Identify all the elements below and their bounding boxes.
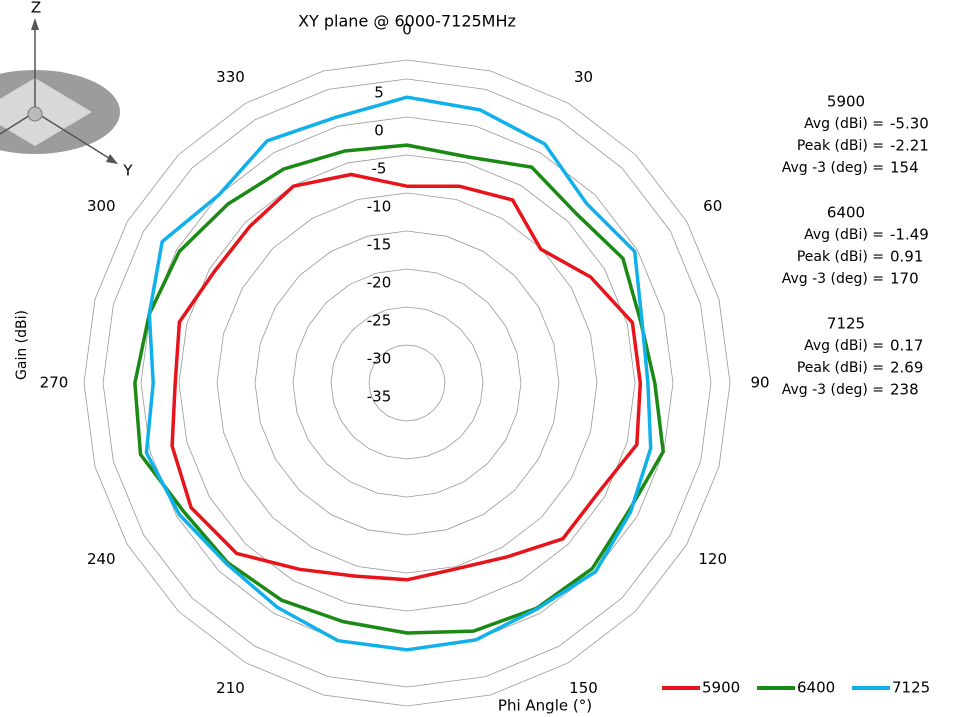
stats-title: 6400 (827, 204, 865, 222)
theta-tick-label: 60 (703, 197, 722, 215)
stats-value: 238 (890, 381, 919, 399)
icon-antenna (27, 106, 43, 122)
grid-ring (292, 268, 522, 498)
grid-ring (330, 306, 484, 460)
chart-title: XY plane @ 6000-7125MHz (298, 12, 516, 31)
r-tick-label: -10 (367, 198, 392, 216)
angular-axis-label: Phi Angle (°) (498, 697, 592, 715)
stats-label: Peak (dBi) = (797, 249, 884, 265)
stats-value: 154 (890, 159, 919, 177)
grid-ring (254, 230, 560, 536)
r-tick-label: -30 (367, 350, 392, 368)
icon-y-axis (34, 111, 113, 161)
series-line (133, 143, 665, 635)
theta-tick-label: 210 (216, 679, 245, 697)
stats-label: Peak (dBi) = (797, 360, 884, 376)
theta-tick-label: 0 (402, 21, 412, 39)
icon-arrow (106, 154, 118, 164)
r-tick-label: -20 (367, 274, 392, 292)
stats-label: Peak (dBi) = (797, 138, 884, 154)
r-tick-label: 0 (374, 122, 384, 140)
r-tick-label: -5 (372, 160, 387, 178)
icon-plane (0, 78, 92, 146)
legend-label: 6400 (797, 679, 835, 697)
axes-icon: Z Y (0, 0, 133, 180)
theta-tick-label: 300 (87, 197, 116, 215)
theta-tick-label: 150 (569, 679, 598, 697)
r-tick-label: -35 (367, 388, 392, 406)
icon-arrow (31, 18, 39, 30)
stats-value: -2.21 (890, 137, 929, 155)
grid-ring (102, 78, 712, 688)
stats-value: 0.17 (890, 337, 923, 355)
stats-label: Avg -3 (deg) = (782, 160, 884, 176)
stats-label: Avg -3 (deg) = (782, 271, 884, 287)
stats-label: Avg (dBi) = (804, 227, 884, 243)
series-line (170, 172, 643, 582)
grid-ring (178, 154, 636, 612)
stats-value: 170 (890, 270, 919, 288)
stats-label: Avg (dBi) = (804, 116, 884, 132)
r-tick-label: -15 (367, 236, 392, 254)
stats-title: 7125 (827, 315, 865, 333)
stats-title: 5900 (827, 93, 865, 111)
r-tick-label: -25 (367, 312, 392, 330)
stats-label: Avg -3 (deg) = (782, 382, 884, 398)
radial-axis-label: Gain (dBi) (14, 310, 30, 380)
grid-ring (368, 344, 446, 422)
stats-value: -1.49 (890, 226, 929, 244)
stats-label: Avg (dBi) = (804, 338, 884, 354)
icon-y-label: Y (122, 162, 133, 180)
stats-value: 2.69 (890, 359, 923, 377)
grid-ring (216, 192, 598, 574)
legend-label: 7125 (892, 679, 930, 697)
theta-tick-label: 90 (750, 374, 769, 392)
legend-label: 5900 (702, 679, 740, 697)
stats-value: -5.30 (890, 115, 929, 133)
series-line (144, 95, 653, 652)
outer-ring (83, 59, 731, 707)
icon-z-label: Z (31, 0, 41, 17)
theta-tick-label: 30 (574, 68, 593, 86)
theta-tick-label: 240 (87, 550, 116, 568)
theta-tick-label: 270 (40, 374, 69, 392)
stats-value: 0.91 (890, 248, 923, 266)
theta-tick-label: 330 (216, 68, 245, 86)
r-tick-label: 5 (374, 84, 384, 102)
theta-tick-label: 120 (698, 550, 727, 568)
